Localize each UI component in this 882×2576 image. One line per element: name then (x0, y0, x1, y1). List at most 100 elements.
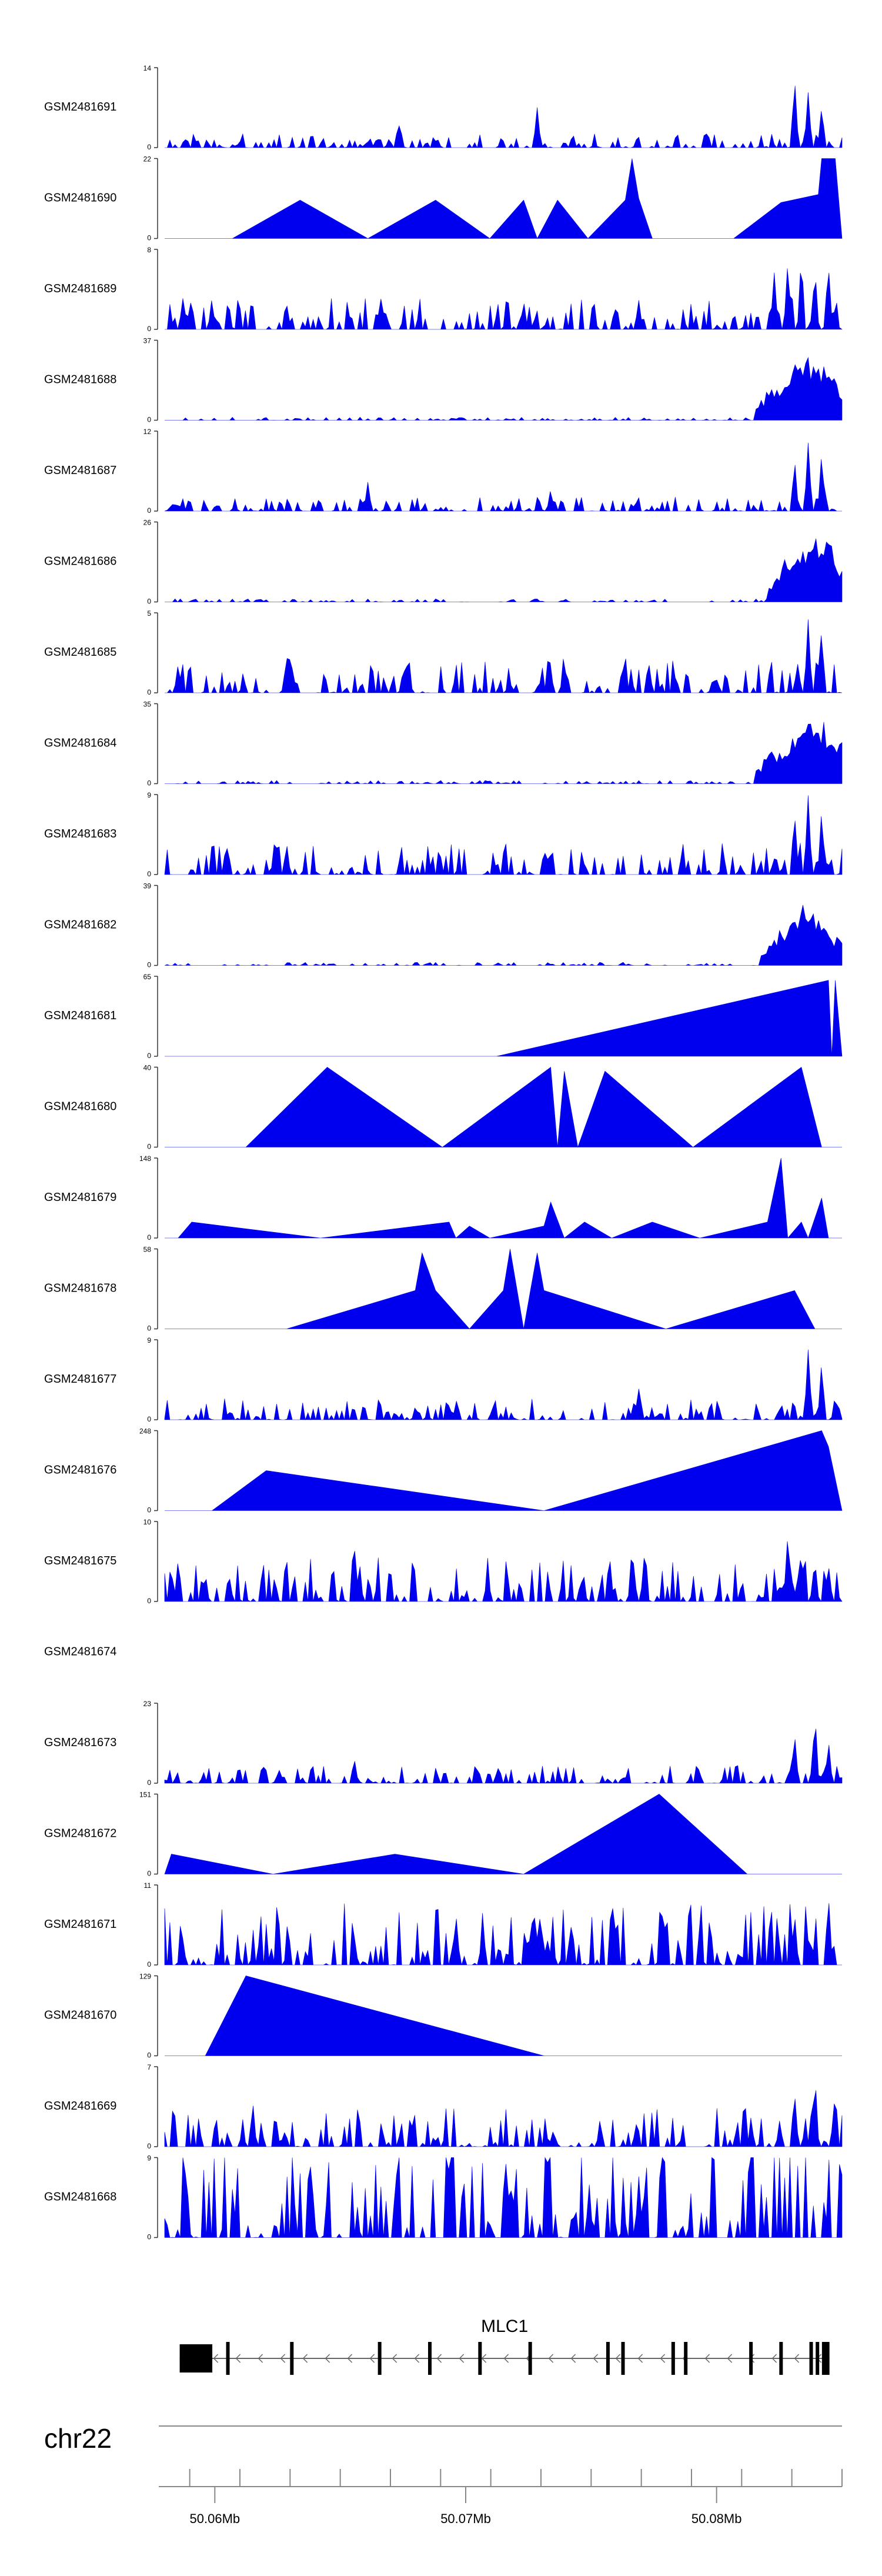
y-min-label: 0 (147, 143, 151, 151)
y-max-label: 35 (143, 700, 152, 709)
coverage-area (165, 980, 843, 1057)
y-max-label: 10 (143, 1518, 152, 1526)
y-min-label: 0 (147, 1597, 151, 1605)
y-min-label: 0 (147, 416, 151, 424)
track-label: GSM2481678 (44, 1282, 116, 1295)
strand-chevron (280, 2354, 286, 2363)
track-GSM2481690: GSM2481690 22 0 (44, 155, 843, 242)
track-label: GSM2481681 (44, 1009, 116, 1022)
y-min-label: 0 (147, 2051, 151, 2060)
y-max-label: 39 (143, 882, 152, 890)
y-max-label: 65 (143, 973, 152, 981)
coverage-area (165, 356, 843, 421)
y-min-label: 0 (147, 870, 151, 878)
track-GSM2481684: GSM2481684 35 0 (44, 700, 843, 788)
coverage-area (165, 722, 843, 784)
exon (749, 2342, 753, 2375)
strand-chevron (771, 2354, 777, 2363)
y-min-label: 0 (147, 961, 151, 969)
track-GSM2481680: GSM2481680 40 0 (44, 1064, 842, 1151)
y-max-label: 12 (143, 428, 152, 436)
track-label: GSM2481672 (44, 1827, 116, 1840)
exon (179, 2344, 213, 2373)
y-min-label: 0 (147, 1778, 151, 1787)
y-min-label: 0 (147, 1415, 151, 1423)
track-GSM2481691: GSM2481691 14 0 (44, 64, 843, 151)
coverage-area (165, 268, 843, 331)
exon (606, 2342, 610, 2375)
track-label: GSM2481688 (44, 373, 116, 386)
strand-chevron (235, 2354, 241, 2363)
track-GSM2481687: GSM2481687 12 0 (44, 428, 842, 515)
strand-chevron (347, 2354, 353, 2363)
track-label: GSM2481671 (44, 1918, 116, 1931)
track-GSM2481674: GSM2481674 (44, 1646, 116, 1659)
y-min-label: 0 (147, 506, 151, 515)
strand-chevron (593, 2354, 599, 2363)
x-tick-label: 50.08Mb (691, 2511, 742, 2526)
strand-chevron (302, 2354, 308, 2363)
coverage-area (164, 1541, 843, 1603)
y-max-label: 37 (143, 337, 152, 345)
y-min-label: 0 (147, 1052, 151, 1060)
track-GSM2481681: GSM2481681 65 0 (44, 973, 843, 1060)
track-GSM2481670: GSM2481670 129 0 (44, 1973, 842, 2060)
track-label: GSM2481686 (44, 555, 116, 568)
track-label: GSM2481675 (44, 1554, 116, 1567)
y-max-label: 22 (143, 155, 152, 163)
y-min-label: 0 (147, 2233, 151, 2241)
y-min-label: 0 (147, 1506, 151, 1514)
y-min-label: 0 (147, 1324, 151, 1333)
coverage-area (165, 1430, 843, 1511)
exon (478, 2342, 482, 2375)
y-min-label: 0 (147, 598, 151, 606)
track-GSM2481678: GSM2481678 58 0 (44, 1246, 842, 1333)
exon (671, 2342, 675, 2375)
coverage-area (164, 905, 843, 966)
coverage-area (165, 1157, 842, 1239)
track-label: GSM2481689 (44, 282, 116, 295)
coverage-area (165, 158, 843, 239)
track-label: GSM2481691 (44, 101, 116, 114)
track-GSM2481676: GSM2481676 248 0 (44, 1427, 843, 1514)
track-label: GSM2481682 (44, 919, 116, 932)
y-min-label: 0 (147, 688, 151, 696)
y-min-label: 0 (147, 779, 151, 788)
strand-chevron (660, 2354, 666, 2363)
coverage-area (164, 1349, 843, 1421)
y-max-label: 148 (139, 1154, 151, 1163)
strand-chevron (213, 2354, 219, 2363)
track-GSM2481688: GSM2481688 37 0 (44, 337, 843, 424)
coverage-area (164, 2157, 843, 2238)
coverage-area (164, 1794, 842, 1874)
exon (428, 2342, 432, 2375)
coverage-area (165, 538, 843, 602)
strand-chevron (637, 2354, 643, 2363)
track-label: GSM2481690 (44, 192, 116, 205)
track-GSM2481671: GSM2481671 11 0 (44, 1881, 842, 1968)
track-GSM2481672: GSM2481672 151 0 (44, 1791, 842, 1878)
y-max-label: 26 (143, 519, 152, 527)
track-label: GSM2481684 (44, 737, 116, 750)
x-tick-label: 50.07Mb (440, 2511, 491, 2526)
y-min-label: 0 (147, 325, 151, 333)
track-GSM2481685: GSM2481685 5 0 (44, 609, 843, 696)
coverage-area (165, 1976, 842, 2056)
exon (816, 2342, 820, 2375)
exon (226, 2342, 230, 2375)
track-label: GSM2481683 (44, 827, 116, 840)
strand-chevron (436, 2354, 442, 2363)
coverage-area (164, 2090, 843, 2148)
genome-axis: chr22 50.06Mb 50.07Mb 50.08Mb (44, 2423, 843, 2526)
strand-chevron (392, 2354, 397, 2363)
strand-chevron (459, 2354, 465, 2363)
y-max-label: 151 (139, 1791, 151, 1799)
y-max-label: 23 (143, 1700, 152, 1708)
x-tick-label: 50.06Mb (190, 2511, 240, 2526)
track-GSM2481679: GSM2481679 148 0 (44, 1154, 842, 1242)
exon (377, 2342, 382, 2375)
track-label: GSM2481687 (44, 464, 116, 477)
track-GSM2481686: GSM2481686 26 0 (44, 519, 843, 606)
strand-chevron (704, 2354, 710, 2363)
